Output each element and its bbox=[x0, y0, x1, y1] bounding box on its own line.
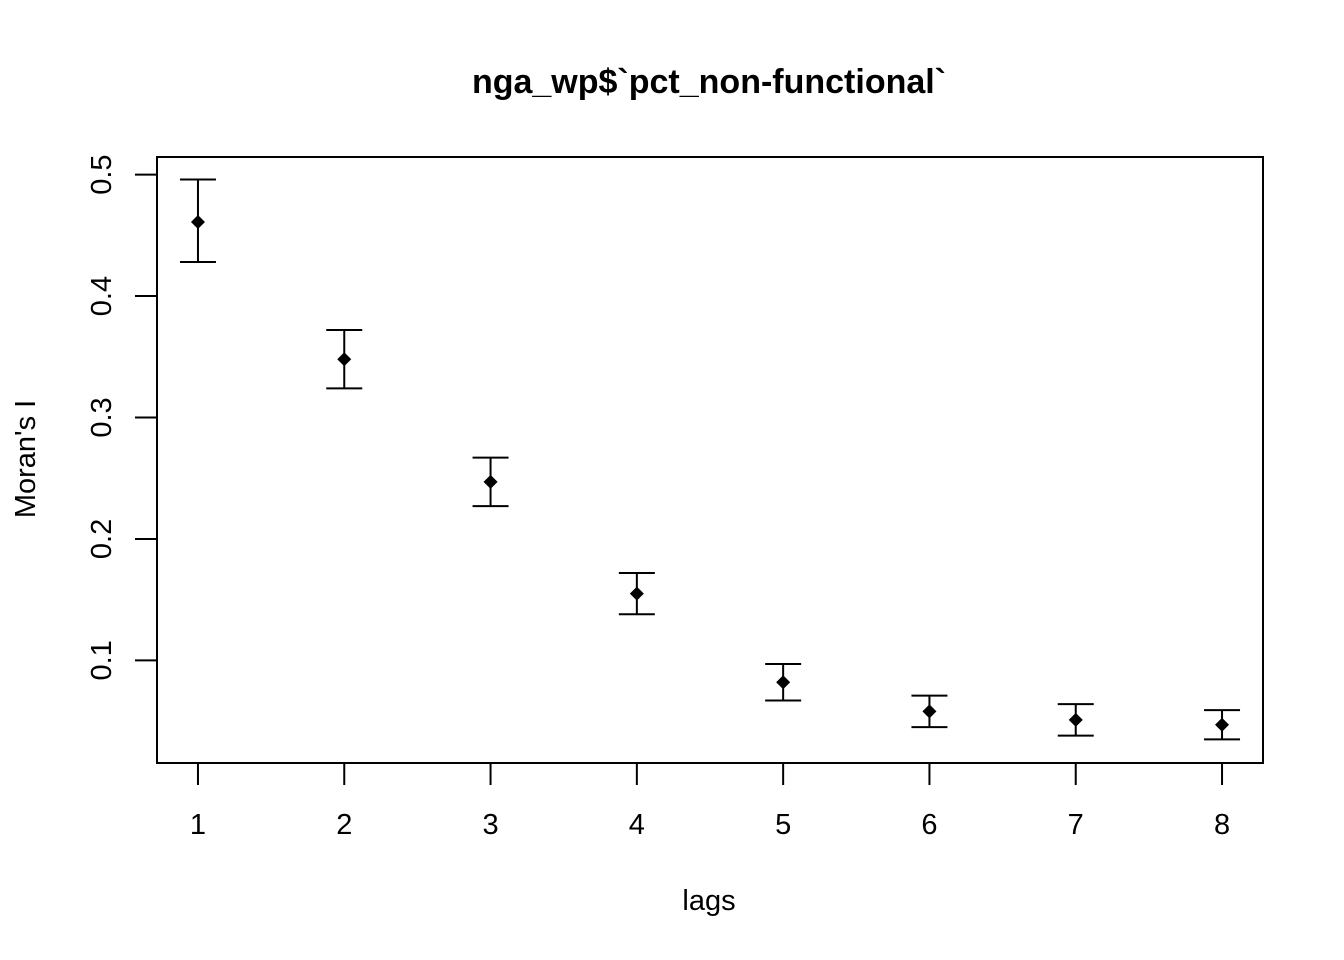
lag-4-mark bbox=[618, 571, 655, 616]
x-tick-label: 5 bbox=[775, 809, 791, 841]
plot-frame bbox=[156, 156, 1264, 764]
y-axis-label: Moran's I bbox=[10, 400, 42, 518]
x-axis: 1 2 3 4 5 6 7 8 bbox=[190, 762, 1230, 841]
y-tick-label: 0.4 bbox=[86, 276, 118, 316]
y-tick-label: 0.2 bbox=[86, 519, 118, 559]
lag-6-mark bbox=[911, 694, 948, 729]
y-tick-label: 0.3 bbox=[86, 397, 118, 437]
x-tick-label: 7 bbox=[1068, 809, 1084, 841]
x-tick-label: 6 bbox=[921, 809, 937, 841]
x-tick-label: 4 bbox=[629, 809, 645, 841]
lag-8-mark bbox=[1204, 709, 1241, 741]
data-marks bbox=[179, 178, 1241, 741]
lag-7-mark bbox=[1057, 703, 1094, 737]
data-point bbox=[1068, 712, 1083, 727]
chart-title: nga_wp$`pct_non-functional` bbox=[472, 63, 946, 101]
data-point bbox=[337, 352, 352, 367]
data-point bbox=[629, 586, 644, 601]
data-point bbox=[1215, 717, 1230, 732]
x-tick-label: 1 bbox=[190, 809, 206, 841]
data-point bbox=[190, 214, 205, 229]
x-tick-label: 2 bbox=[336, 809, 352, 841]
lag-3-mark bbox=[472, 456, 509, 508]
y-tick-label: 0.1 bbox=[86, 640, 118, 680]
lag-5-mark bbox=[765, 663, 802, 702]
data-point bbox=[922, 704, 937, 719]
x-tick-label: 3 bbox=[482, 809, 498, 841]
lag-1-mark bbox=[179, 178, 216, 264]
x-axis-label: lags bbox=[682, 885, 735, 917]
data-point bbox=[776, 675, 791, 690]
lag-2-mark bbox=[326, 329, 363, 390]
y-tick-label: 0.5 bbox=[86, 154, 118, 194]
x-tick-label: 8 bbox=[1214, 809, 1230, 841]
y-axis: 0.1 0.2 0.3 0.4 0.5 bbox=[86, 154, 158, 681]
data-point bbox=[483, 474, 498, 489]
